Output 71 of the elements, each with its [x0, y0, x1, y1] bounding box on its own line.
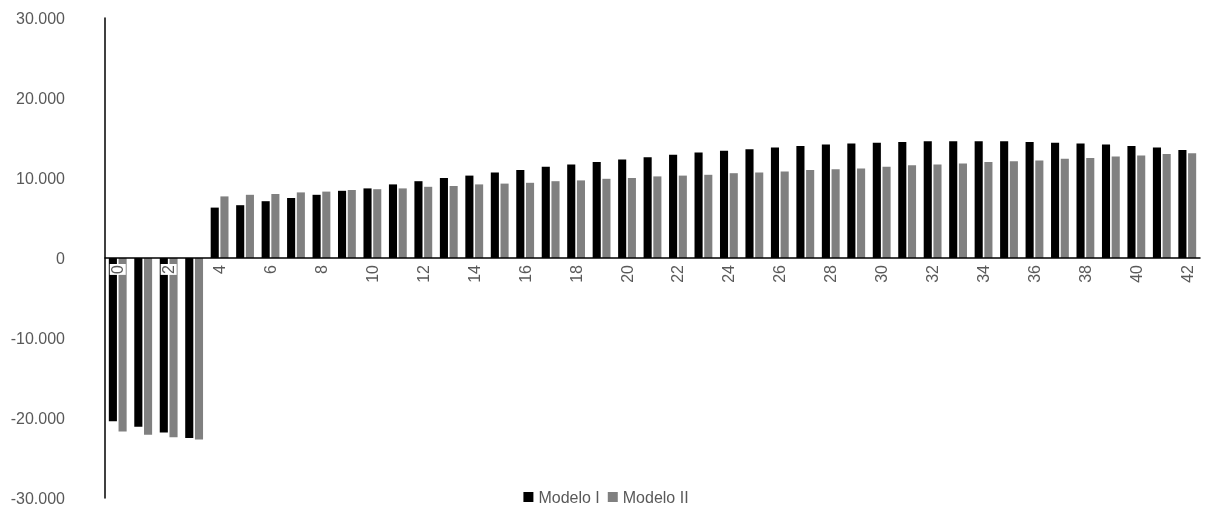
bar	[780, 171, 789, 258]
bar	[1137, 155, 1146, 258]
bar	[322, 191, 331, 258]
y-tick-label: 20.000	[16, 89, 66, 107]
x-tick-label: 6	[262, 264, 280, 274]
y-tick-label: -30.000	[10, 489, 66, 507]
bar	[806, 170, 815, 258]
x-tick-label: 34	[975, 264, 993, 283]
x-tick-label: 14	[465, 264, 483, 283]
bar	[220, 196, 229, 258]
x-tick-label: 10	[363, 264, 381, 283]
bar	[424, 186, 433, 258]
legend-label: Modelo II	[622, 488, 689, 506]
bar	[373, 189, 382, 258]
bar	[271, 194, 280, 258]
y-tick-label: 10.000	[16, 169, 66, 187]
bar	[729, 173, 738, 258]
y-tick-label: -20.000	[10, 409, 66, 427]
bar	[296, 192, 305, 258]
bar	[602, 178, 611, 258]
bar	[1188, 153, 1197, 258]
x-tick-label: 8	[312, 264, 330, 274]
bar	[398, 188, 407, 258]
x-tick-label: 18	[567, 264, 585, 283]
bar	[704, 174, 713, 258]
x-tick-label: 26	[771, 264, 789, 283]
bar	[475, 184, 484, 258]
bar	[653, 176, 662, 258]
bar	[1162, 154, 1171, 258]
legend-label: Modelo I	[538, 488, 600, 506]
bar	[1035, 160, 1044, 258]
bar	[627, 178, 636, 258]
bar	[1060, 158, 1069, 258]
x-tick-label: 28	[822, 264, 840, 283]
bar	[551, 181, 560, 258]
bar	[500, 183, 509, 258]
x-tick-label: 0	[109, 264, 127, 274]
bar	[1086, 158, 1095, 258]
bar	[857, 168, 866, 258]
x-tick-label: 38	[1076, 264, 1094, 283]
bar	[907, 165, 917, 258]
bar	[958, 163, 967, 258]
bar	[933, 164, 942, 258]
x-tick-label: 36	[1025, 264, 1043, 283]
bar	[347, 190, 356, 258]
x-tick-label: 24	[720, 264, 738, 283]
y-tick-label: -10.000	[10, 329, 66, 347]
y-tick-label: 30.000	[16, 9, 66, 27]
x-tick-label: 40	[1127, 264, 1145, 283]
x-tick-label: 12	[414, 264, 432, 283]
bar	[449, 186, 458, 258]
bar	[984, 162, 993, 258]
bar	[678, 175, 687, 258]
bar	[144, 258, 153, 435]
bar	[194, 258, 204, 440]
x-tick-label: 32	[924, 264, 942, 283]
bar	[882, 166, 891, 258]
x-tick-label: 4	[211, 264, 229, 274]
bar	[831, 169, 840, 258]
bar	[1111, 156, 1120, 258]
bar	[525, 182, 535, 258]
bar	[755, 172, 764, 258]
x-tick-label: 30	[873, 264, 891, 283]
x-tick-label: 22	[669, 264, 687, 283]
x-tick-label: 16	[516, 264, 534, 283]
bar	[576, 180, 586, 258]
x-tick-label: 20	[618, 264, 636, 283]
bar	[1009, 161, 1018, 258]
x-tick-label: 42	[1178, 264, 1196, 283]
x-tick-label: 2	[160, 264, 178, 274]
bar	[245, 194, 254, 258]
